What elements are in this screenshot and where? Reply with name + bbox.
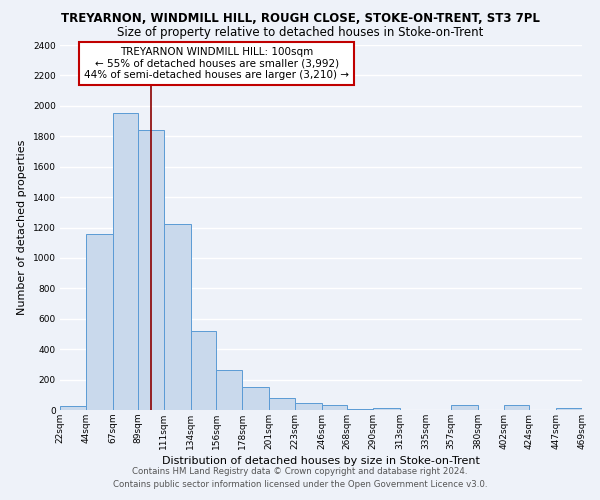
Text: Size of property relative to detached houses in Stoke-on-Trent: Size of property relative to detached ho… [117, 26, 483, 39]
Bar [269, 398, 295, 410]
Bar [373, 408, 400, 410]
Bar [138, 130, 164, 410]
Bar [242, 387, 269, 410]
Bar [347, 409, 373, 410]
Bar [217, 370, 242, 410]
Y-axis label: Number of detached properties: Number of detached properties [17, 140, 27, 315]
Text: TREYARNON WINDMILL HILL: 100sqm
← 55% of detached houses are smaller (3,992)
44%: TREYARNON WINDMILL HILL: 100sqm ← 55% of… [84, 47, 349, 80]
X-axis label: Distribution of detached houses by size in Stoke-on-Trent: Distribution of detached houses by size … [162, 456, 480, 466]
Bar [504, 406, 529, 410]
Bar [164, 224, 191, 410]
Bar [322, 404, 347, 410]
Bar [191, 331, 217, 410]
Bar [556, 408, 582, 410]
Bar [113, 114, 138, 410]
Text: TREYARNON, WINDMILL HILL, ROUGH CLOSE, STOKE-ON-TRENT, ST3 7PL: TREYARNON, WINDMILL HILL, ROUGH CLOSE, S… [61, 12, 539, 26]
Bar [60, 406, 86, 410]
Bar [295, 403, 322, 410]
Bar [86, 234, 113, 410]
Text: Contains HM Land Registry data © Crown copyright and database right 2024.
Contai: Contains HM Land Registry data © Crown c… [113, 468, 487, 489]
Bar [451, 404, 478, 410]
